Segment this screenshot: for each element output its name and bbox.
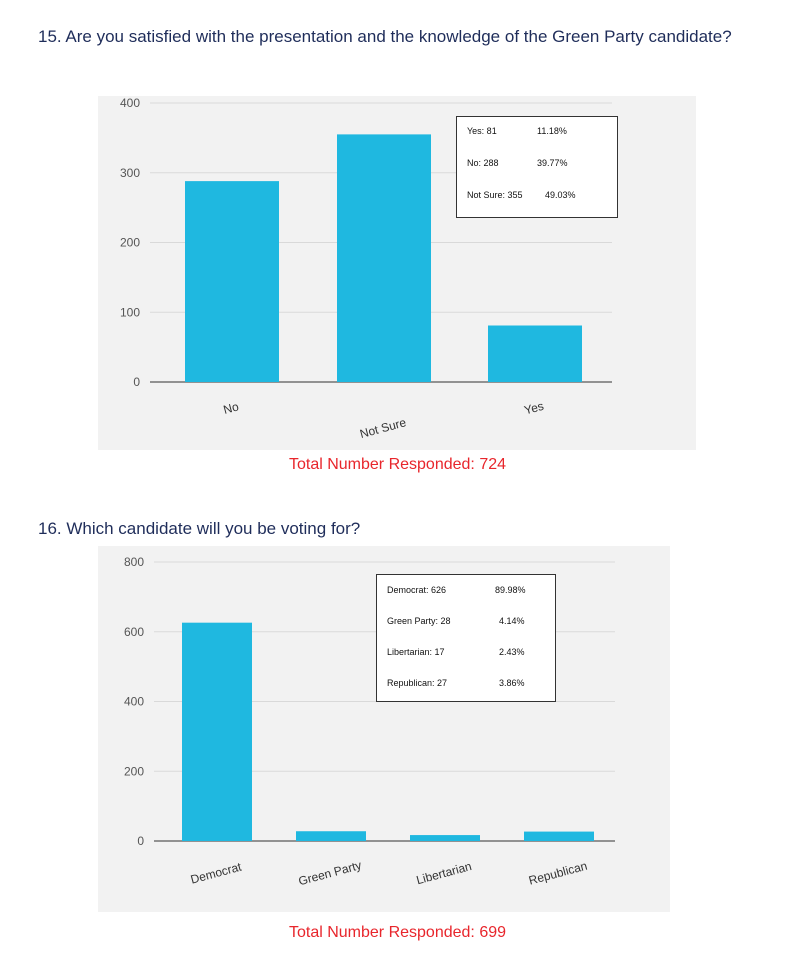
legend-label: Not Sure: 355 <box>467 190 523 200</box>
legend-pct: 39.77% <box>537 158 568 168</box>
bar-democrat <box>182 622 252 841</box>
x-tick-label: Libertarian <box>415 859 473 887</box>
legend-row-libertarian: Libertarian: 17 2.43% <box>377 647 555 661</box>
y-tick-label: 200 <box>120 236 140 250</box>
y-tick-label: 200 <box>124 764 144 778</box>
legend-pct: 2.43% <box>499 647 525 657</box>
chart-15-legend: Yes: 81 11.18% No: 288 39.77% Not Sure: … <box>456 116 618 218</box>
x-tick-label: Democrat <box>189 859 244 886</box>
question-16-title: 16. Which candidate will you be voting f… <box>38 519 361 538</box>
legend-pct: 11.18% <box>537 126 567 136</box>
legend-row-not-sure: Not Sure: 355 49.03% <box>457 190 617 204</box>
x-tick-label: Green Party <box>297 858 363 888</box>
legend-label: Democrat: 626 <box>387 585 447 595</box>
legend-row-yes: Yes: 81 11.18% <box>457 126 617 140</box>
bar-no <box>185 181 279 382</box>
y-tick-label: 400 <box>120 96 140 110</box>
legend-row-democrat: Democrat: 626 89.98% <box>377 585 555 599</box>
legend-pct: 4.14% <box>499 616 525 626</box>
legend-label: No: 288 <box>467 158 499 168</box>
y-tick-label: 0 <box>137 834 144 848</box>
legend-label: Republican: 27 <box>387 678 448 688</box>
legend-pct: 49.03% <box>545 190 576 200</box>
legend-pct: 89.98% <box>495 585 526 595</box>
legend-row-green-party: Green Party: 28 4.14% <box>377 616 555 630</box>
chart-16-total: Total Number Responded: 699 <box>288 924 507 941</box>
bar-green-party <box>296 831 366 841</box>
legend-label: Yes: 81 <box>467 126 497 136</box>
legend-label: Libertarian: 17 <box>387 647 445 657</box>
y-tick-label: 800 <box>124 555 144 569</box>
x-tick-label: Republican <box>527 859 589 888</box>
y-tick-label: 600 <box>124 625 144 639</box>
question-15-title: 15. Are you satisfied with the presentat… <box>38 27 732 46</box>
legend-row-no: No: 288 39.77% <box>457 158 617 172</box>
y-tick-label: 100 <box>120 305 140 319</box>
legend-pct: 3.86% <box>499 678 525 688</box>
bar-not-sure <box>337 134 431 382</box>
chart-16-legend: Democrat: 626 89.98% Green Party: 28 4.1… <box>376 574 556 702</box>
y-tick-label: 300 <box>120 166 140 180</box>
x-tick-label: Yes <box>523 399 546 418</box>
bar-republican <box>524 831 594 841</box>
y-tick-label: 400 <box>124 695 144 709</box>
chart-15-total: Total Number Responded: 724 <box>288 456 507 473</box>
legend-row-republican: Republican: 27 3.86% <box>377 678 555 692</box>
bar-yes <box>488 325 582 382</box>
y-tick-label: 0 <box>133 375 140 389</box>
legend-label: Green Party: 28 <box>387 616 451 626</box>
x-tick-label: No <box>222 399 241 417</box>
bar-libertarian <box>410 835 480 841</box>
